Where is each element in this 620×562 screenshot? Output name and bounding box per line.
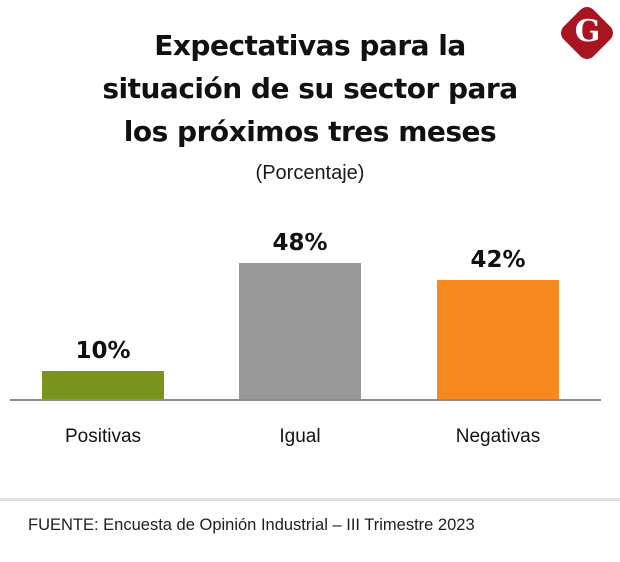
x-axis-line	[10, 399, 601, 401]
category-label-positivas: Positivas	[64, 426, 142, 447]
chart-subtitle: (Porcentaje)	[255, 162, 365, 184]
chart-title-line-3: los próximos tres meses	[123, 115, 497, 148]
bar-value-label-negativas: 42%	[470, 247, 526, 273]
chart-title-line-2: situación de su sector para	[102, 72, 518, 105]
bar-group-positivas: 10%	[42, 220, 164, 400]
bar-positivas	[42, 371, 164, 400]
bar-chart: 10% 48% 42%	[0, 220, 620, 400]
category-label-negativas: Negativas	[455, 426, 541, 447]
footer-divider	[0, 498, 620, 501]
source-text: FUENTE: Encuesta de Opinión Industrial –…	[28, 516, 475, 534]
chart-title-line-1: Expectativas para la	[154, 29, 466, 62]
bar-group-negativas: 42%	[437, 220, 559, 400]
bar-igual	[239, 263, 361, 400]
bar-value-label-igual: 48%	[272, 230, 328, 256]
category-label-igual: Igual	[279, 426, 321, 447]
bar-group-igual: 48%	[239, 220, 361, 400]
chart-title: Expectativas para la situación de su sec…	[0, 24, 620, 153]
bar-negativas	[437, 280, 559, 400]
bar-value-label-positivas: 10%	[75, 338, 131, 364]
